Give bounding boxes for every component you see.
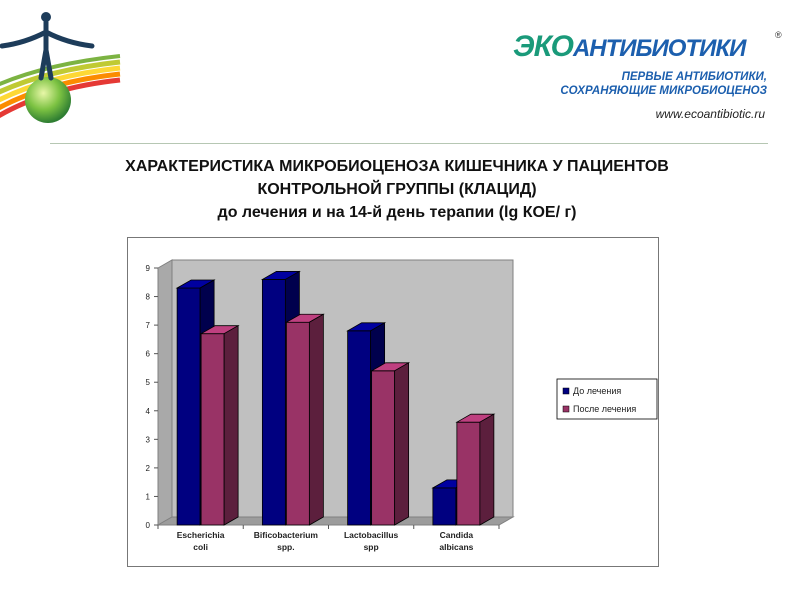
y-tick-label: 3 bbox=[146, 435, 151, 444]
x-tick-label: Escherichia bbox=[177, 530, 225, 540]
brand-tagline-line1: ПЕРВЫЕ АНТИБИОТИКИ, bbox=[621, 71, 767, 83]
bar bbox=[176, 287, 201, 526]
y-tick-label: 6 bbox=[146, 350, 151, 359]
bar bbox=[456, 421, 481, 526]
bar-side bbox=[223, 324, 239, 526]
x-tick-label: albicans bbox=[439, 542, 473, 552]
bar-side bbox=[394, 362, 410, 526]
x-tick-label: coli bbox=[193, 542, 208, 552]
chart-legend bbox=[556, 378, 658, 420]
bar bbox=[347, 330, 372, 526]
title-line-1: ХАРАКТЕРИСТИКА МИКРОБИОЦЕНОЗА КИШЕЧНИКА … bbox=[125, 158, 669, 175]
y-tick-label: 1 bbox=[146, 492, 151, 501]
x-tick-label: Lactobacillus bbox=[344, 530, 399, 540]
bar-chart: 0 1 2 3 4 5 6 7 8 9 Escherichia coli Bificobacterium… bbox=[146, 259, 658, 552]
registered-mark: ® bbox=[775, 30, 782, 40]
y-tick-label: 9 bbox=[146, 264, 151, 273]
bar bbox=[261, 279, 286, 526]
legend-label: До лечения bbox=[573, 386, 621, 396]
y-tick-label: 4 bbox=[146, 407, 151, 416]
brand-tagline-line2: СОХРАНЯЮЩИЕ МИКРОБИОЦЕНОЗ bbox=[560, 85, 767, 97]
legend-swatch bbox=[562, 405, 570, 413]
brand-block: ЭКОАНТИБИОТИКИ ® ПЕРВЫЕ АНТИБИОТИКИ, СОХ… bbox=[505, 30, 785, 130]
bar-side bbox=[479, 413, 495, 526]
x-tick-label: Candida bbox=[440, 530, 474, 540]
y-tick-label: 0 bbox=[146, 521, 151, 530]
legend-label: После лечения bbox=[573, 404, 636, 414]
header-divider bbox=[50, 143, 768, 144]
brand-name: ЭКОАНТИБИОТИКИ bbox=[513, 30, 746, 64]
brand-name-part1: ЭКО bbox=[513, 30, 574, 63]
y-tick-label: 5 bbox=[146, 378, 151, 387]
x-tick-label: Bificobacterium bbox=[254, 530, 319, 540]
bar bbox=[200, 333, 225, 526]
y-tick-label: 2 bbox=[146, 464, 151, 473]
brand-figure-logo bbox=[0, 10, 140, 130]
legend-swatch bbox=[562, 387, 570, 395]
x-tick-label: spp. bbox=[277, 542, 294, 552]
bar bbox=[285, 321, 310, 526]
page-title: ХАРАКТЕРИСТИКА МИКРОБИОЦЕНОЗА КИШЕЧНИКА … bbox=[0, 155, 794, 224]
y-tick-label: 8 bbox=[146, 293, 151, 302]
chart-side-wall bbox=[157, 259, 173, 526]
bar bbox=[371, 370, 396, 526]
title-line-3: до лечения и на 14-й день терапии (lg КО… bbox=[217, 204, 577, 221]
bar bbox=[432, 487, 457, 526]
y-tick-label: 7 bbox=[146, 321, 151, 330]
title-line-2: КОНТРОЛЬНОЙ ГРУППЫ (КЛАЦИД) bbox=[257, 181, 537, 198]
bar-side bbox=[308, 313, 324, 526]
brand-website: www.ecoantibiotic.ru bbox=[655, 107, 765, 121]
brand-name-part2: АНТИБИОТИКИ bbox=[572, 35, 746, 62]
x-tick-label: spp bbox=[364, 542, 379, 552]
